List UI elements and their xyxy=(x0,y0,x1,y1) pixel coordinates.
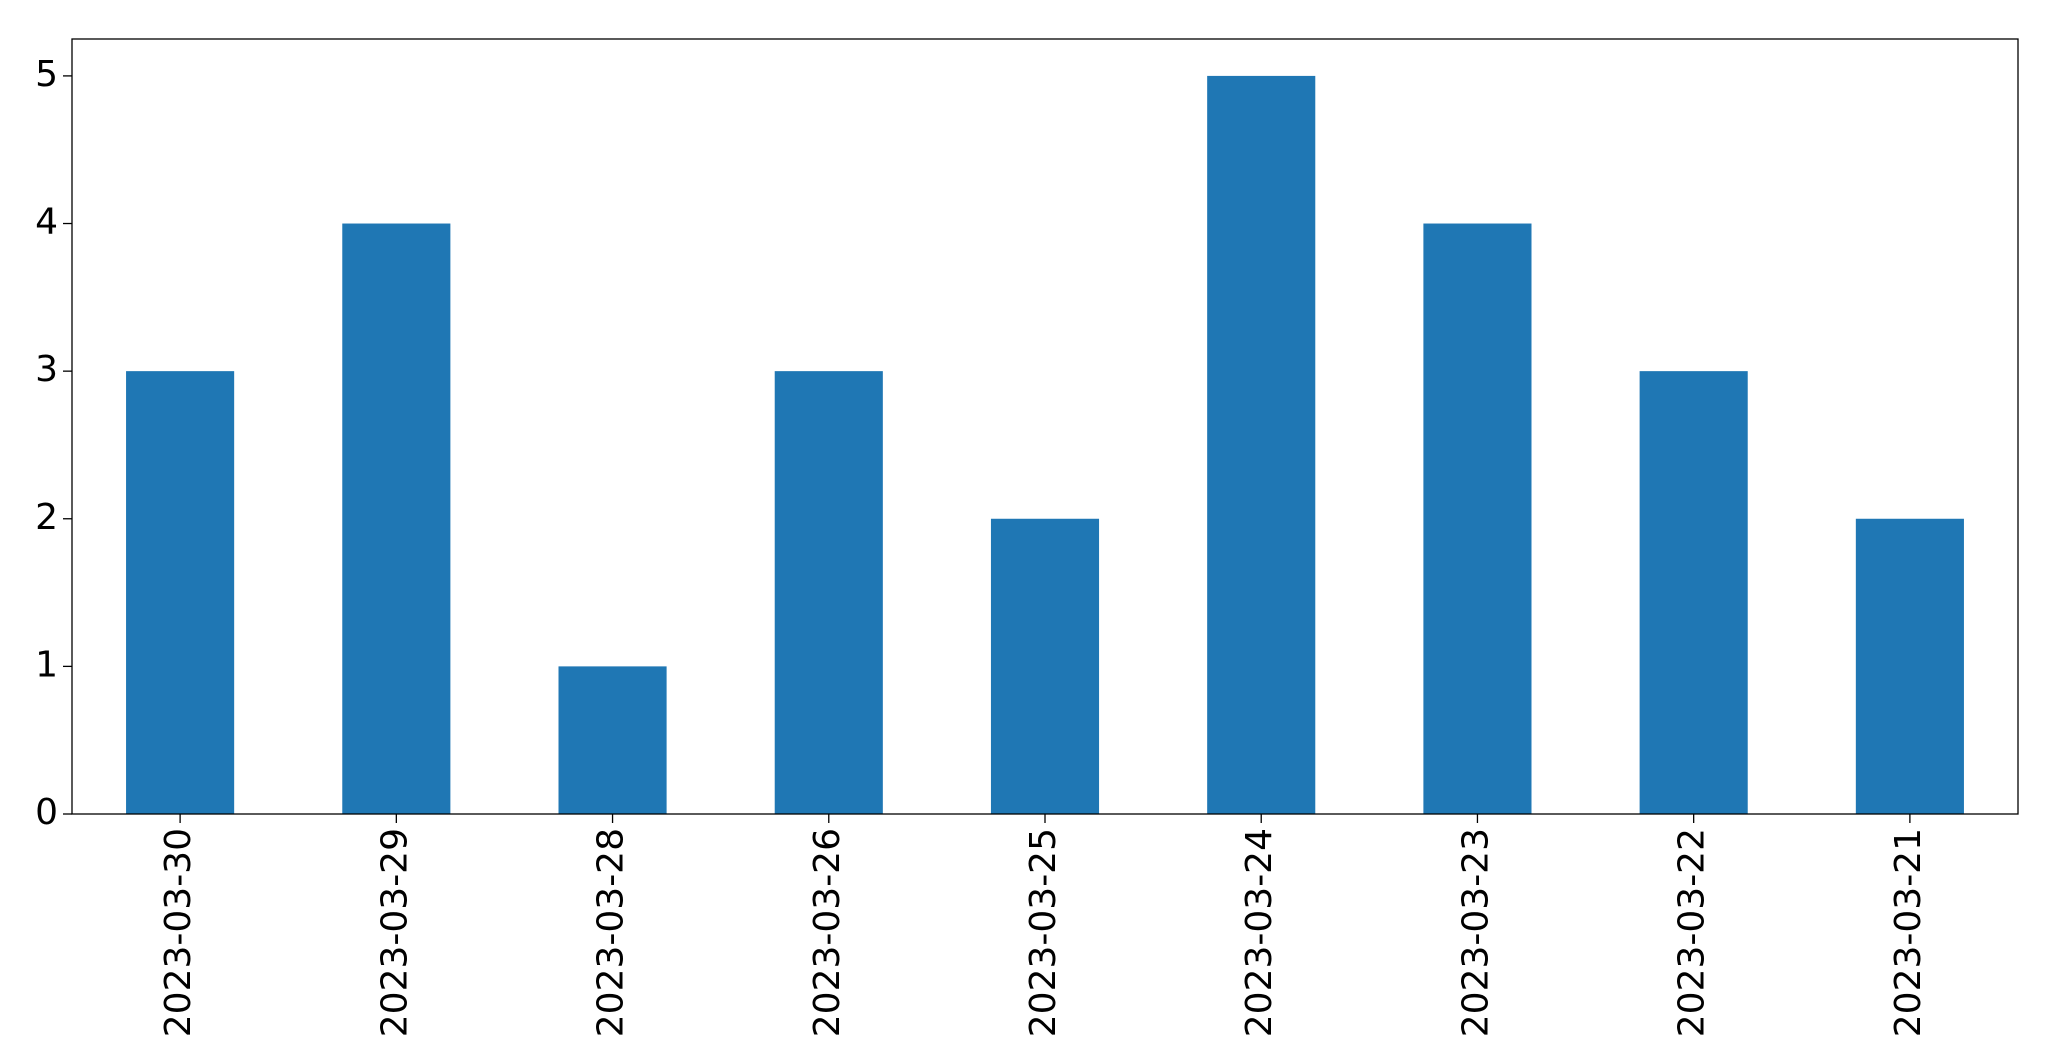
bar xyxy=(1207,75,1316,814)
bar xyxy=(774,371,883,814)
x-tick-label: 2023-03-26 xyxy=(807,828,848,1037)
x-tick-label: 2023-03-28 xyxy=(591,828,632,1037)
bar xyxy=(1639,371,1748,814)
x-tick-label: 2023-03-29 xyxy=(374,828,415,1037)
y-tick-label: 2 xyxy=(35,497,58,538)
bar xyxy=(342,223,451,814)
bar xyxy=(1423,223,1532,814)
bar xyxy=(126,371,235,814)
y-tick-label: 1 xyxy=(35,644,58,685)
y-tick-label: 5 xyxy=(35,54,58,95)
x-tick-label: 2023-03-25 xyxy=(1023,828,1064,1037)
bar xyxy=(558,666,667,814)
x-tick-label: 2023-03-22 xyxy=(1672,828,1713,1037)
bar xyxy=(990,518,1100,814)
y-tick-label: 4 xyxy=(35,202,58,243)
y-tick-label: 3 xyxy=(35,349,58,390)
y-tick-label: 0 xyxy=(35,792,58,833)
x-tick-label: 2023-03-21 xyxy=(1888,828,1929,1037)
x-tick-label: 2023-03-23 xyxy=(1455,828,1496,1037)
x-tick-label: 2023-03-30 xyxy=(158,828,199,1037)
x-tick-label: 2023-03-24 xyxy=(1239,828,1280,1037)
bar xyxy=(1855,518,1964,814)
plot-frame xyxy=(71,38,2019,815)
